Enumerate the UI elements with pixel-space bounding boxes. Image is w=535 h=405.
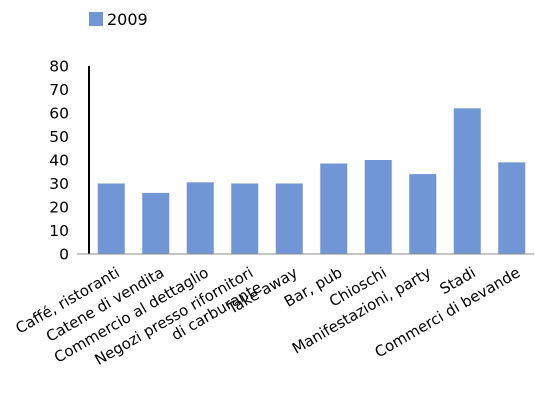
bar — [186, 182, 214, 254]
y-tick-label: 0 — [59, 246, 69, 264]
bar — [275, 183, 303, 254]
y-tick-label: 40 — [49, 152, 69, 170]
bar — [97, 183, 125, 254]
y-axis-tick-labels: 0 10 20 30 40 50 60 70 80 — [49, 58, 69, 264]
bar — [320, 163, 348, 254]
bar — [409, 174, 437, 254]
y-tick-label: 50 — [49, 128, 69, 146]
y-tick-label: 30 — [49, 175, 69, 193]
y-tick-label: 60 — [49, 105, 69, 123]
legend-swatch-2009 — [89, 12, 103, 26]
bar — [364, 160, 392, 254]
legend: 2009 — [89, 10, 148, 29]
y-tick-label: 10 — [49, 222, 69, 240]
legend-label-2009: 2009 — [107, 10, 148, 29]
y-tick-label: 70 — [49, 81, 69, 99]
bar — [231, 183, 259, 254]
bar — [142, 192, 170, 254]
bar — [498, 162, 526, 254]
bars — [97, 108, 526, 254]
y-tick-label: 80 — [49, 58, 69, 76]
y-tick-label: 20 — [49, 199, 69, 217]
bar — [453, 108, 481, 254]
